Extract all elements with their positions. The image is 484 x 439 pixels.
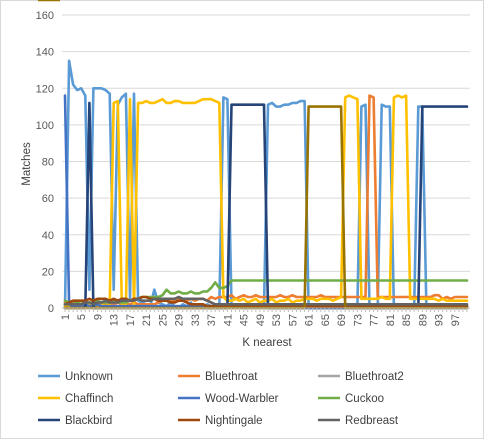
legend-label: Bluethroat2 — [345, 371, 404, 383]
x-tick-label: 13 — [109, 314, 121, 326]
x-tick-label: 81 — [385, 314, 397, 326]
x-tick-label: 85 — [401, 314, 413, 326]
y-tick-label: 120 — [36, 83, 54, 95]
x-axis-title: K nearest — [242, 337, 292, 349]
y-tick-label: 100 — [36, 120, 54, 132]
x-tick-label: 53 — [271, 314, 283, 326]
x-tick-label: 93 — [434, 314, 446, 326]
y-tick-label: 160 — [36, 10, 54, 22]
y-tick-label: 40 — [42, 230, 54, 242]
x-tick-label: 65 — [320, 314, 332, 326]
series-line-redbreast — [63, 295, 469, 306]
legend-label: Wood-Warbler — [205, 393, 279, 405]
legend-label: Unknown — [65, 371, 113, 383]
x-tick-label: 97 — [450, 314, 462, 326]
legend-label: Cuckoo — [345, 393, 384, 405]
x-tick-label: 69 — [336, 314, 348, 326]
legend-label: Bluethroat — [205, 371, 258, 383]
x-tick-label: 21 — [141, 314, 153, 326]
legend-label: Blackbird — [65, 415, 112, 427]
series-line-bluethroat — [63, 94, 469, 306]
x-tick-label: 77 — [369, 314, 381, 326]
y-tick-label: 80 — [42, 157, 54, 169]
x-tick-label: 37 — [206, 314, 218, 326]
y-tick-label: 20 — [42, 266, 54, 278]
x-tick-label: 49 — [255, 314, 267, 326]
legend-label: Great-Tit — [65, 0, 111, 3]
legend-label: Nightingale — [205, 415, 263, 427]
x-tick-label: 89 — [417, 314, 429, 326]
x-tick-label: 17 — [125, 314, 137, 326]
y-tick-label: 60 — [42, 193, 54, 205]
x-tick-label: 1 — [60, 314, 72, 320]
y-tick-label: 140 — [36, 47, 54, 59]
series-line-chaffinch — [63, 94, 469, 308]
x-tick-label: 5 — [76, 314, 88, 320]
y-axis-title: Matches — [21, 142, 33, 186]
x-tick-label: 29 — [174, 314, 186, 326]
legend: Unknown Bluethroat Bluethroat2 Chaffinch Woo… — [38, 0, 404, 427]
x-tick-label: 57 — [287, 314, 299, 326]
x-tick-label: 33 — [190, 314, 202, 326]
y-tick-label: 0 — [48, 303, 54, 315]
x-tick-label: 73 — [352, 314, 364, 326]
legend-label: Redbreast — [345, 415, 399, 427]
axes: 0 20 40 60 80 100 120 140 160 1 5 9 13 17 21 25 29 33 37 41… — [36, 10, 470, 326]
x-tick-label: 45 — [239, 314, 251, 326]
x-tick-label: 61 — [304, 314, 316, 326]
legend-label: Chaffinch — [65, 393, 113, 405]
x-tick-label: 9 — [92, 314, 104, 320]
x-tick-label: 25 — [157, 314, 169, 326]
x-tick-label: 41 — [222, 314, 234, 326]
